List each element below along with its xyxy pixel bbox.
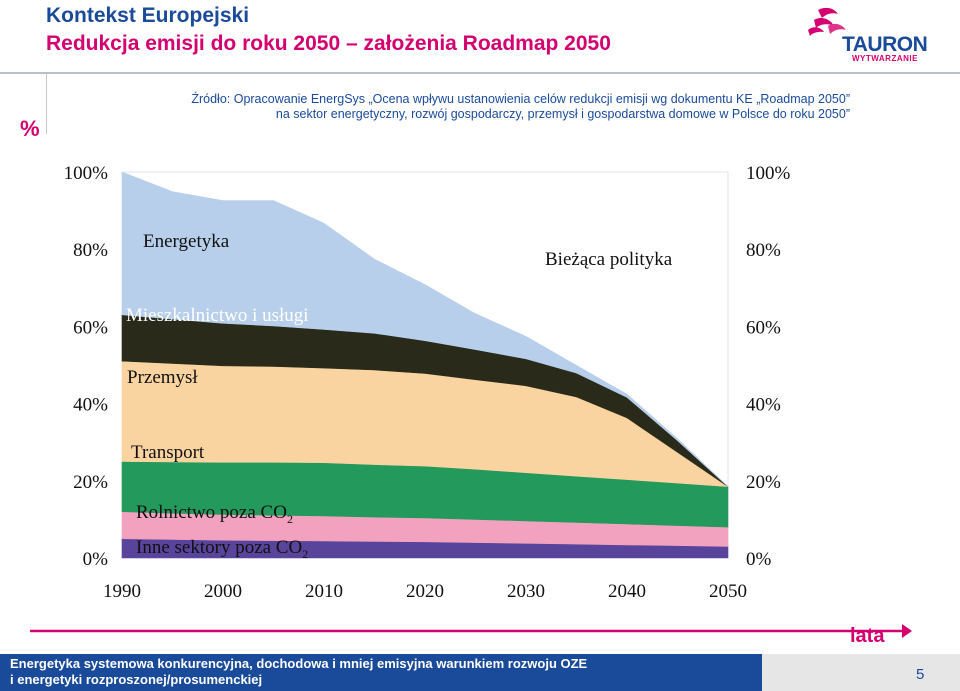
series-label-0: Inne sektory poza CO2 — [136, 537, 308, 561]
series-area-5-energetyka — [121, 171, 729, 487]
x-tick-1: 2000 — [204, 581, 242, 602]
footer-line-2: i energetyki rozproszonej/prosumenckiej — [10, 672, 263, 687]
percent-symbol: % — [20, 116, 40, 141]
series-label-main-2: Transport — [131, 442, 205, 463]
annotation-current-policy: Bieżąca polityka — [545, 249, 673, 270]
source-note: Źródło: Opracowanie EnergSys „Ocena wpły… — [150, 92, 850, 122]
y-tick-left-0: 0% — [83, 549, 109, 570]
y-tick-right-3: 60% — [746, 317, 781, 338]
x-tick-6: 2050 — [709, 581, 747, 602]
series-label-sub-1: 2 — [287, 512, 293, 526]
x-tick-0: 1990 — [103, 581, 141, 602]
y-tick-left-3: 60% — [73, 317, 108, 338]
x-tick-2: 2010 — [305, 581, 343, 602]
series-label-main-1: Rolnictwo poza CO — [136, 502, 287, 523]
logo-subtitle: WYTWARZANIE — [852, 54, 918, 63]
source-line-1: Źródło: Opracowanie EnergSys „Ocena wpły… — [191, 92, 850, 106]
y-tick-right-1: 20% — [746, 472, 781, 493]
y-tick-left-4: 80% — [73, 240, 108, 261]
series-label-sub-0: 2 — [302, 547, 308, 561]
y-tick-right-4: 80% — [746, 240, 781, 261]
page-number-box — [762, 654, 960, 691]
x-axis-label: lata — [850, 625, 885, 647]
header-divider — [0, 72, 960, 74]
tauron-logo-icon — [808, 7, 846, 36]
y-tick-right-2: 40% — [746, 395, 781, 416]
left-divider — [46, 74, 47, 134]
y-tick-right-0: 0% — [746, 549, 772, 570]
series-label-2: Transport — [131, 442, 205, 463]
series-label-5: Energetyka — [143, 231, 230, 252]
y-tick-right-5: 100% — [746, 163, 791, 184]
x-tick-4: 2030 — [507, 581, 545, 602]
x-tick-3: 2020 — [406, 581, 444, 602]
x-tick-5: 2040 — [608, 581, 646, 602]
y-tick-left-2: 40% — [73, 395, 108, 416]
footer-text: Energetyka systemowa konkurencyjna, doch… — [10, 656, 587, 688]
page-number: 5 — [916, 666, 925, 683]
footer-line-1: Energetyka systemowa konkurencyjna, doch… — [10, 656, 588, 671]
logo-wordmark: TAURON — [842, 33, 928, 56]
series-label-main-4: Mieszkalnictwo i usługi — [126, 305, 309, 326]
series-label-1: Rolnictwo poza CO2 — [136, 502, 293, 526]
source-line-2: na sektor energetyczny, rozwój gospodarc… — [275, 107, 850, 121]
x-axis-arrow-head — [902, 624, 912, 638]
series-label-main-3: Przemysł — [127, 367, 198, 388]
y-tick-left-1: 20% — [73, 472, 108, 493]
series-label-main-0: Inne sektory poza CO — [136, 537, 302, 558]
title-line-1: Kontekst Europejski — [46, 4, 250, 27]
series-label-main-5: Energetyka — [143, 231, 230, 252]
series-label-4: Mieszkalnictwo i usługi — [126, 305, 309, 326]
y-tick-left-5: 100% — [64, 163, 109, 184]
title-line-2: Redukcja emisji do roku 2050 – założenia… — [46, 32, 611, 55]
series-label-3: Przemysł — [127, 367, 198, 388]
